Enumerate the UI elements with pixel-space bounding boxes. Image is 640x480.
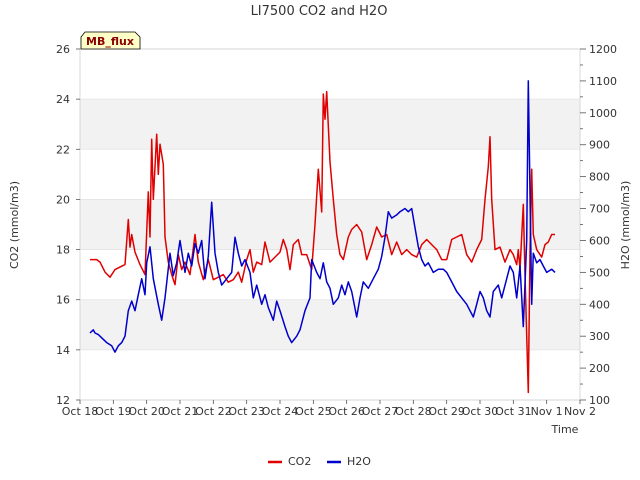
series-layer [89,80,556,394]
x-tick-label: Oct 29 [428,405,465,418]
y-tick-label: 26 [56,43,70,56]
x-tick-label: Oct 26 [328,405,365,418]
y-tick-label: 20 [56,193,70,206]
x-tick-label: Oct 22 [195,405,232,418]
grid-band [80,99,580,150]
x-tick-label: Oct 24 [262,405,299,418]
y-tick-label: 22 [56,143,70,156]
legend-label-h2o: H2O [347,455,371,468]
series-line-co2 [90,90,555,394]
y2-tick-label: 500 [589,266,610,279]
y2-tick-label: 400 [589,298,610,311]
x-tick-label: Oct 20 [128,405,165,418]
series-line-h2o [89,80,556,353]
grid-bands [80,99,580,350]
y2-tick-label: 700 [589,203,610,216]
x-axis-label: Time [551,423,579,436]
y2-tick-label: 1100 [589,75,617,88]
y2-tick-label: 200 [589,362,610,375]
grid-band [80,199,580,250]
legend-label-co2: CO2 [288,455,311,468]
flux-badge: MB_flux [80,31,141,50]
x-tick-label: Oct 18 [62,405,99,418]
y-tick-label: 12 [56,394,70,407]
x-tick-label: Nov 1 [531,405,563,418]
y-axis-label: CO2 (mmol/m3) [8,181,21,269]
y-tick-label: 18 [56,244,70,257]
x-tick-label: Oct 23 [228,405,265,418]
x-tick-label: Oct 30 [462,405,499,418]
x-tick-label: Nov 2 [564,405,596,418]
x-tick-label: Oct 19 [95,405,132,418]
y2-tick-label: 1200 [589,43,617,56]
y2-tick-label: 800 [589,171,610,184]
y2-tick-label: 600 [589,234,610,247]
y-tick-label: 14 [56,344,70,357]
y2-axis-label: H2O (mmol/m3) [619,181,632,270]
y-tick-label: 16 [56,294,70,307]
y2-tick-label: 900 [589,139,610,152]
y2-tick-label: 100 [589,394,610,407]
legend: CO2 H2O [268,455,371,468]
grid-band [80,299,580,350]
x-tick-label: Oct 28 [395,405,432,418]
y2-tick-label: 1000 [589,107,617,120]
chart-title: LI7500 CO2 and H2O [251,4,388,19]
y-tick-label: 24 [56,93,70,106]
x-tick-label: Oct 27 [362,405,399,418]
x-tick-label: Oct 31 [495,405,532,418]
x-tick-label: Oct 25 [295,405,332,418]
y2-tick-label: 300 [589,330,610,343]
flux-badge-label: MB_flux [86,35,134,48]
x-tick-label: Oct 21 [162,405,199,418]
